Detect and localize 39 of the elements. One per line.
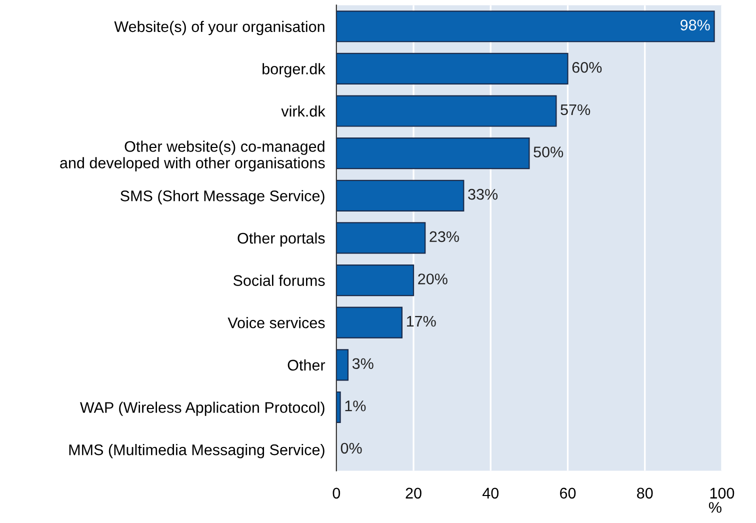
y-tick-label: virk.dk bbox=[281, 105, 326, 117]
data-label: 57% bbox=[560, 104, 590, 116]
data-label: 3% bbox=[352, 358, 374, 370]
data-label: 60% bbox=[572, 62, 602, 73]
data-label: 20% bbox=[418, 274, 448, 284]
x-axis-title: % bbox=[708, 502, 722, 513]
x-tick-label: 0 bbox=[332, 488, 340, 499]
y-tick-label: Other website(s) co-managed and developed with other organisations bbox=[60, 140, 325, 172]
y-tick-label: SMS (Short Message Service) bbox=[120, 190, 324, 204]
data-label: 17% bbox=[406, 316, 436, 327]
bar bbox=[336, 52, 568, 84]
y-tick-label: MMS (Multimedia Messaging Service) bbox=[69, 444, 324, 458]
y-tick-label: Social forums bbox=[233, 274, 325, 286]
y-tick-label: Other portals bbox=[238, 232, 325, 247]
x-tick-label: 20 bbox=[406, 488, 422, 499]
y-tick-label: borger.dk bbox=[262, 63, 326, 78]
y-tick-label: Voice services bbox=[228, 317, 325, 328]
data-label: 98% bbox=[680, 20, 710, 30]
y-tick-label: Website(s) of your organisation bbox=[114, 20, 324, 36]
bar bbox=[336, 95, 557, 127]
x-tick-label: 100 bbox=[710, 488, 734, 499]
data-label: 50% bbox=[534, 146, 564, 158]
bar bbox=[336, 10, 715, 42]
data-label: 33% bbox=[468, 188, 498, 200]
bar bbox=[336, 222, 426, 254]
bar bbox=[336, 138, 530, 170]
x-tick-label: 80 bbox=[637, 488, 653, 499]
data-label: 23% bbox=[430, 231, 459, 242]
bar bbox=[336, 306, 403, 338]
x-tick-label: 60 bbox=[560, 488, 576, 499]
x-tick-label: 40 bbox=[482, 488, 499, 499]
bar bbox=[336, 264, 414, 296]
data-label: 0% bbox=[340, 442, 362, 454]
bar bbox=[336, 391, 341, 424]
data-label: 1% bbox=[345, 400, 366, 412]
y-tick-label: Other bbox=[288, 359, 326, 371]
bar bbox=[336, 349, 349, 381]
y-tick-label: WAP (Wireless Application Protocol) bbox=[80, 402, 324, 416]
bar bbox=[336, 180, 464, 212]
